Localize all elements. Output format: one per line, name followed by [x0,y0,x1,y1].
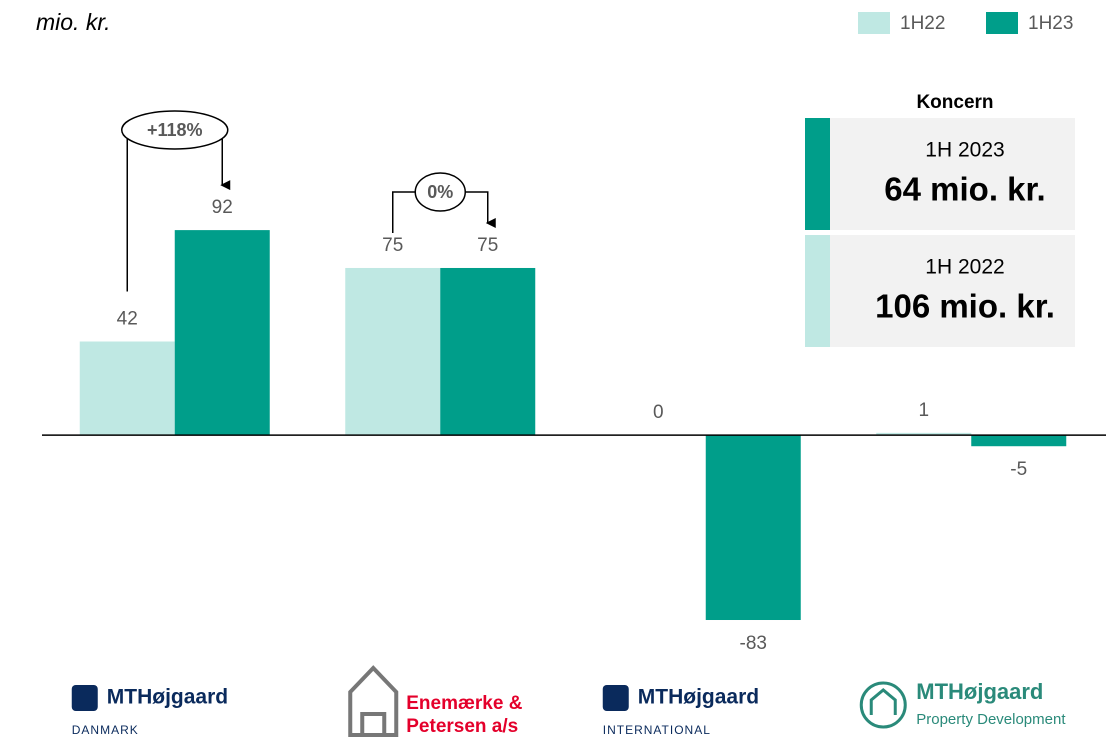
summary-strip [805,235,830,347]
logo-subname: Property Development [916,711,1066,728]
summary-strip [805,118,830,230]
value-label: 42 [117,309,138,330]
value-label: 1 [918,400,929,421]
summary-period: 1H 2022 [925,256,1004,279]
logo-subname: INTERNATIONAL [603,723,711,737]
value-label: 92 [212,197,233,218]
unit-label: mio. kr. [36,9,111,35]
value-label: -5 [1010,459,1027,480]
logo-name: Enemærke & [406,693,522,714]
logo-subname: Petersen a/s [406,716,518,737]
bar [971,435,1067,447]
value-label: 75 [477,235,498,256]
legend-label: 1H23 [1028,13,1073,34]
legend-swatch [858,12,890,34]
legend-swatch [986,12,1018,34]
value-label: 75 [382,235,403,256]
bar [705,435,801,621]
value-label: 0 [653,402,664,423]
logo-name: MTHøjgaard [638,686,759,709]
logo-subname: DANMARK [72,723,139,737]
logo-icon [859,681,907,729]
summary-value: 64 mio. kr. [884,171,1045,208]
logo-icon [602,685,629,711]
logo-icon [869,688,897,715]
logo-name: MTHøjgaard [107,686,228,709]
summary-value: 106 mio. kr. [875,288,1055,325]
bar [876,432,972,436]
bar [79,341,175,436]
change-bubble [414,172,466,212]
value-label: -83 [740,633,767,654]
change-label: 0% [427,182,453,202]
bar [174,230,270,436]
summary-panel [805,118,1075,230]
summary-title: Koncern [916,92,993,113]
logo-icon [71,685,98,711]
bar [440,267,536,436]
legend-label: 1H22 [900,13,945,34]
summary-period: 1H 2023 [925,139,1004,162]
change-label: +118% [147,120,203,140]
change-bubble [121,110,229,150]
logo-name: MTHøjgaard [916,679,1043,704]
summary-panel [805,235,1075,347]
logo-icon [348,665,399,737]
bar [345,267,441,436]
